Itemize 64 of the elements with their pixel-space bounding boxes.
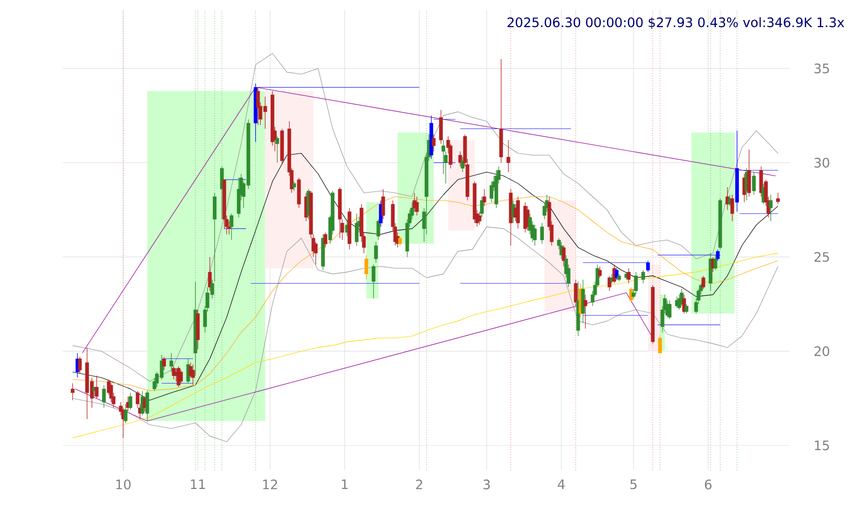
candlestick [372, 264, 376, 299]
candlestick [482, 188, 486, 206]
candlestick [752, 172, 756, 196]
x-tick-label: 6 [704, 480, 712, 490]
x-tick-label: 1 [342, 480, 348, 489]
candlestick [480, 196, 484, 218]
candlestick [415, 196, 419, 216]
candlestick [574, 279, 578, 306]
candlestick [442, 140, 446, 174]
candlestick [432, 134, 436, 152]
candlestick [256, 86, 260, 126]
x-tick-label: 5 [630, 480, 637, 490]
candlestick [102, 384, 106, 408]
y-tick-label: 20 [814, 346, 830, 356]
candlestick [540, 222, 544, 244]
candlestick [562, 245, 566, 267]
candlestick [646, 260, 650, 272]
y-tick-label: 35 [814, 64, 829, 74]
candlestick [128, 392, 132, 410]
candlestick [191, 364, 195, 386]
line-series [72, 196, 778, 392]
candlestick [506, 140, 510, 172]
x-tick-label: 4 [558, 480, 565, 489]
candlestick [78, 356, 82, 374]
y-tick-label: 30 [814, 158, 830, 168]
x-tick-label: 3 [484, 480, 490, 490]
candlestick [292, 181, 296, 192]
x-tick-label: 10 [116, 480, 131, 490]
candlestick [478, 211, 482, 226]
candlestick [179, 370, 183, 384]
candlestick [634, 272, 638, 295]
y-tick-label: 15 [814, 440, 829, 450]
x-tick-label: 12 [263, 480, 277, 490]
candlestick [354, 213, 359, 246]
candlestick [124, 404, 128, 424]
candlestick [364, 254, 368, 280]
candlestick [533, 224, 537, 246]
candlestick [162, 356, 166, 370]
candlestick [714, 254, 718, 270]
text: 2025.06.30 00:00:00 $27.93 0.43% vol:346.9K 1.3x [508, 17, 844, 29]
candlestick [716, 249, 720, 262]
candlestick [702, 276, 706, 290]
x-tick-label: 2 [416, 480, 422, 490]
candlestick [70, 382, 74, 401]
candlestick [584, 294, 588, 329]
candlestick [641, 270, 645, 284]
candlestick [324, 232, 328, 248]
candlestick [374, 242, 378, 263]
candlestick [684, 304, 688, 314]
y-tick-label: 25 [814, 252, 829, 262]
candlestick [208, 256, 212, 292]
candlestick [169, 352, 174, 372]
candlestick [439, 110, 443, 144]
candlestick [398, 236, 402, 246]
x-tick-label: 11 [190, 480, 205, 489]
candlestick [275, 136, 280, 163]
line-series [72, 53, 778, 382]
candlestick [516, 196, 520, 229]
candlestick [460, 156, 464, 172]
candlestick [776, 192, 780, 204]
candlestick [658, 336, 662, 354]
candlestick [381, 188, 386, 220]
candlestick [598, 266, 602, 278]
candlestick [376, 218, 380, 240]
